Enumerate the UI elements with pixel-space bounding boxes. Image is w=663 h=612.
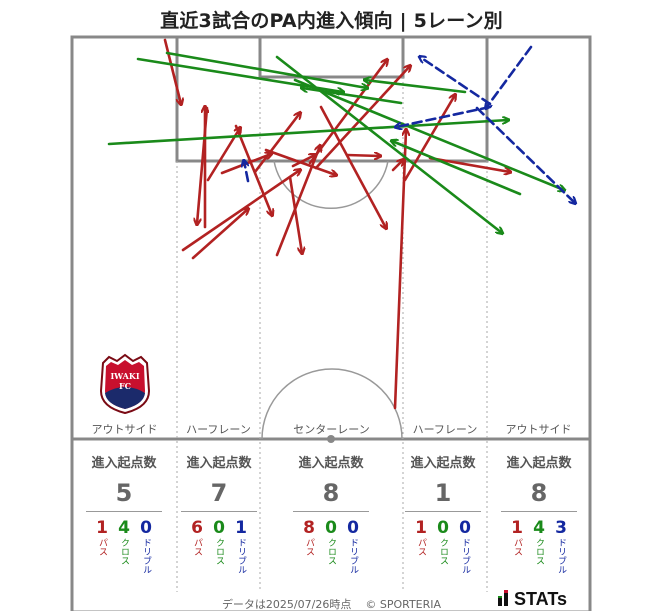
entry-arrows xyxy=(107,38,575,410)
brand-logo: STATs xyxy=(498,589,567,610)
stat-total: 7 xyxy=(181,479,257,512)
stat-pass-count: 1 xyxy=(511,518,523,538)
pass-arrow xyxy=(275,146,320,257)
lane-label-out-left: アウトサイド xyxy=(91,423,158,436)
lane-label-half-left: ハーフレーン xyxy=(186,423,251,436)
stat-cross-count: 0 xyxy=(213,518,225,538)
stat-dribble-count: 0 xyxy=(140,518,152,538)
lane-label-out-right: アウトサイド xyxy=(505,423,572,436)
lane-label-center: センターレーン xyxy=(293,423,370,436)
stat-dribble-label: ドリブル xyxy=(556,538,566,574)
stat-total: 8 xyxy=(501,479,577,512)
stats-logo-icon xyxy=(498,590,510,606)
stat-heading: 進入起点数 xyxy=(298,456,364,471)
dribble-arrow xyxy=(420,57,492,106)
dribble-arrow xyxy=(475,106,575,203)
copyright: © SPORTERIA xyxy=(365,598,442,611)
stat-dribble-count: 0 xyxy=(459,518,471,538)
stat-dribble-label: ドリブル xyxy=(141,538,151,574)
pass-arrow xyxy=(393,130,406,410)
stat-pass-label: パス xyxy=(512,538,522,556)
crest-text-top: IWAKI xyxy=(110,371,139,381)
stat-dribble-label: ドリブル xyxy=(236,538,246,574)
page-title: 直近3試合のPA内進入傾向 | 5レーン別 xyxy=(160,10,503,32)
pass-arrow xyxy=(191,209,248,260)
cross-arrow xyxy=(165,51,367,88)
stat-pass-label: パス xyxy=(416,538,426,556)
pass-arrow xyxy=(391,160,403,172)
lane-stats-out-left: 進入起点数 5 1 パス 4 クロス 0 ドリブル xyxy=(86,452,162,574)
stat-pass-count: 8 xyxy=(303,518,315,538)
stat-pass-count: 1 xyxy=(96,518,108,538)
lane-stats-half-left: 進入起点数 7 6 パス 0 クロス 1 ドリブル xyxy=(181,452,257,574)
lane-label-half-right: ハーフレーン xyxy=(412,423,478,436)
stat-cross-label: クロス xyxy=(326,538,336,565)
stat-dribble-count: 1 xyxy=(235,518,247,538)
stat-pass-count: 6 xyxy=(191,518,203,538)
dribble-arrow xyxy=(244,161,250,183)
stat-cross-label: クロス xyxy=(438,538,448,565)
stat-pass-count: 1 xyxy=(415,518,427,538)
stat-total: 1 xyxy=(405,479,481,512)
pass-arrow xyxy=(319,105,386,228)
lane-stats-half-right: 進入起点数 1 1 パス 0 クロス 0 ドリブル xyxy=(405,452,481,574)
stat-dribble-label: ドリブル xyxy=(348,538,358,574)
stat-cross-label: クロス xyxy=(214,538,224,565)
pass-arrow xyxy=(163,38,181,104)
dribble-arrow xyxy=(396,105,492,127)
pass-arrow xyxy=(220,154,271,175)
stat-cross-label: クロス xyxy=(119,538,129,565)
data-date: データは2025/07/26時点 xyxy=(221,598,352,611)
pass-arrow xyxy=(428,156,510,172)
pass-arrow xyxy=(345,155,380,156)
brand-text: STATs xyxy=(514,589,567,609)
stat-heading: 進入起点数 xyxy=(186,456,252,471)
stat-heading: 進入起点数 xyxy=(506,456,572,471)
stat-cross-count: 4 xyxy=(533,518,545,538)
cross-arrow xyxy=(293,78,564,190)
pass-arrow xyxy=(181,170,300,252)
footer: データは2025/07/26時点 © SPORTERIA xyxy=(0,596,663,612)
pass-arrow xyxy=(288,175,302,253)
lane-stats-out-right: 進入起点数 8 1 パス 4 クロス 3 ドリブル xyxy=(501,452,577,574)
stat-total: 8 xyxy=(293,479,369,512)
dribble-arrow xyxy=(486,45,533,108)
stat-pass-label: パス xyxy=(97,538,107,556)
stat-cross-count: 4 xyxy=(118,518,130,538)
lane-stats-center: 進入起点数 8 8 パス 0 クロス 0 ドリブル xyxy=(293,452,369,574)
pass-arrow xyxy=(253,113,300,174)
stat-heading: 進入起点数 xyxy=(91,456,157,471)
cross-arrow xyxy=(392,141,522,196)
stat-total: 5 xyxy=(86,479,162,512)
cross-arrow xyxy=(365,80,467,94)
stat-dribble-count: 0 xyxy=(347,518,359,538)
crest-text-bottom: FC xyxy=(119,381,131,391)
stat-dribble-count: 3 xyxy=(555,518,567,538)
stat-pass-label: パス xyxy=(304,538,314,556)
pass-arrow xyxy=(403,95,455,182)
stat-heading: 進入起点数 xyxy=(410,456,476,471)
stat-cross-label: クロス xyxy=(534,538,544,565)
stat-dribble-label: ドリブル xyxy=(460,538,470,574)
stat-cross-count: 0 xyxy=(325,518,337,538)
club-crest-icon: IWAKI FC xyxy=(99,353,151,415)
pass-arrow xyxy=(197,106,209,224)
goal-area xyxy=(258,35,405,79)
pass-arrow xyxy=(234,124,272,215)
pass-arrow xyxy=(291,155,315,168)
stat-cross-count: 0 xyxy=(437,518,449,538)
cross-arrow xyxy=(302,88,403,105)
center-spot xyxy=(327,435,335,443)
stat-pass-label: パス xyxy=(192,538,202,556)
cross-arrow xyxy=(107,120,508,146)
